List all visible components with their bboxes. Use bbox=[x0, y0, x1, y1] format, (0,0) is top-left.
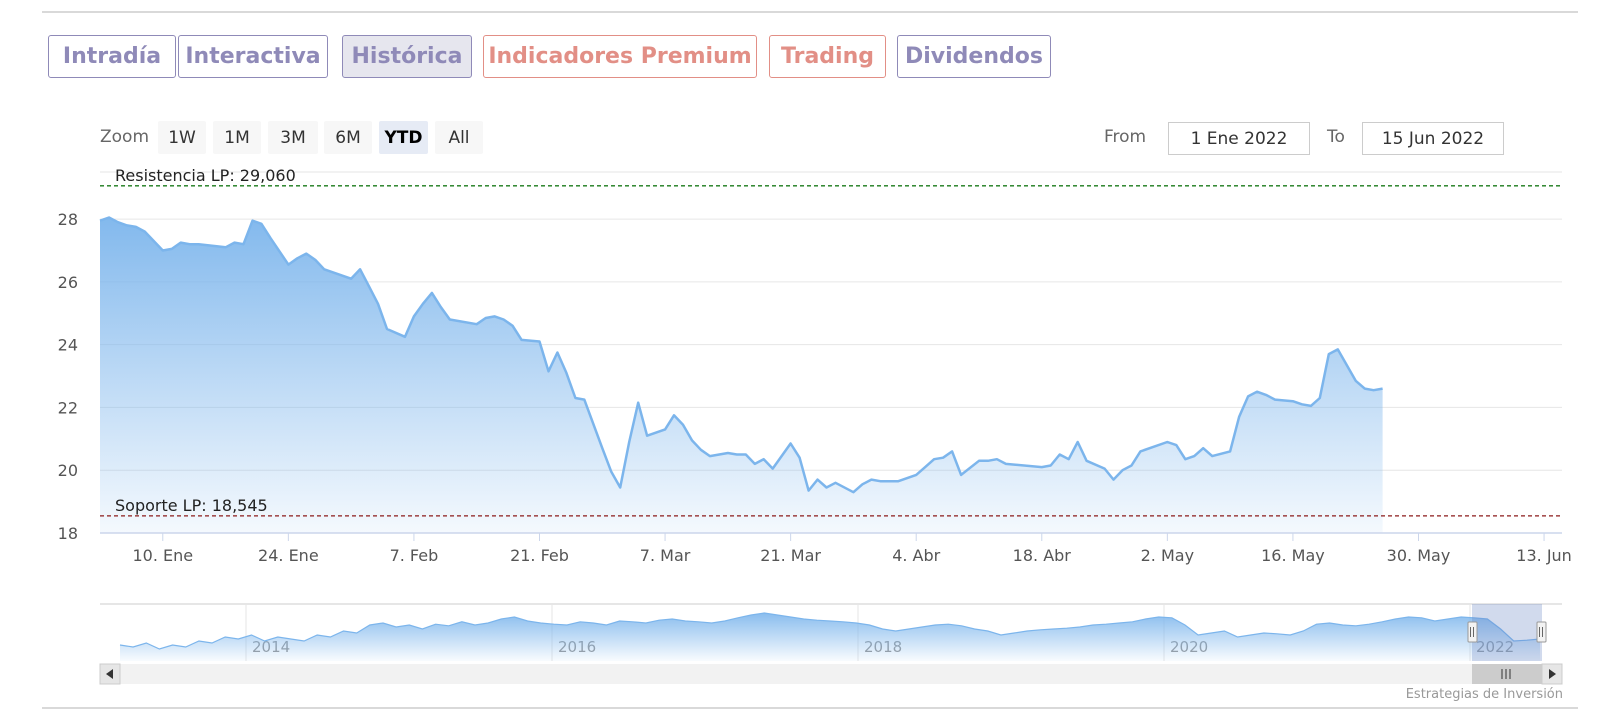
x-tick-label: 7. Feb bbox=[390, 546, 439, 565]
from-label: From bbox=[1104, 127, 1147, 147]
scrollbar-thumb[interactable] bbox=[1472, 664, 1542, 684]
x-tick-label: 30. May bbox=[1387, 546, 1451, 565]
x-tick-label: 21. Feb bbox=[510, 546, 569, 565]
x-tick-label: 10. Ene bbox=[132, 546, 193, 565]
navigator-year-label: 2014 bbox=[252, 638, 290, 656]
x-tick-label: 13. Jun bbox=[1516, 546, 1572, 565]
zoom-button-3m[interactable]: 3M bbox=[268, 121, 318, 154]
x-tick-label: 16. May bbox=[1261, 546, 1325, 565]
scroll-right-arrow-icon bbox=[1549, 669, 1556, 679]
x-tick-label: 2. May bbox=[1141, 546, 1194, 565]
y-tick-label: 26 bbox=[58, 273, 78, 292]
x-tick-label: 4. Abr bbox=[892, 546, 940, 565]
y-tick-label: 28 bbox=[58, 210, 78, 229]
zoom-button-ytd[interactable]: YTD bbox=[379, 121, 428, 154]
resistance-label: Resistencia LP: 29,060 bbox=[115, 166, 296, 185]
x-tick-label: 24. Ene bbox=[258, 546, 319, 565]
series-line bbox=[99, 216, 1383, 494]
from-date-input[interactable] bbox=[1168, 122, 1310, 155]
navigator-selection bbox=[1472, 604, 1542, 661]
tab-indicadores-premium[interactable]: Indicadores Premium bbox=[483, 35, 757, 78]
tab-intrad-a[interactable]: Intradía bbox=[48, 35, 176, 78]
scrollbar-left-button[interactable] bbox=[99, 663, 121, 685]
y-tick-label: 20 bbox=[58, 461, 78, 480]
navigator-year-label: 2016 bbox=[558, 638, 596, 656]
to-date-input[interactable] bbox=[1362, 122, 1504, 155]
tab-hist-rica[interactable]: Histórica bbox=[342, 35, 472, 78]
x-tick-label: 7. Mar bbox=[640, 546, 691, 565]
y-tick-label: 24 bbox=[58, 336, 78, 355]
scrollbar-track bbox=[100, 664, 1562, 684]
navigator-area bbox=[120, 613, 1540, 661]
series-area bbox=[100, 217, 1383, 533]
x-tick-label: 21. Mar bbox=[760, 546, 821, 565]
x-tick-label: 18. Abr bbox=[1013, 546, 1072, 565]
navigator-left-handle[interactable] bbox=[1467, 621, 1478, 643]
scrollbar-right-button[interactable] bbox=[1541, 663, 1563, 685]
navigator-year-label: 2020 bbox=[1170, 638, 1208, 656]
navigator-year-label: 2022 bbox=[1476, 638, 1514, 656]
scroll-left-arrow-icon bbox=[106, 669, 113, 679]
tab-trading[interactable]: Trading bbox=[769, 35, 886, 78]
y-tick-label: 18 bbox=[58, 524, 78, 543]
navigator-year-label: 2018 bbox=[864, 638, 902, 656]
zoom-button-all[interactable]: All bbox=[435, 121, 483, 154]
zoom-label: Zoom bbox=[100, 127, 150, 147]
support-label: Soporte LP: 18,545 bbox=[115, 496, 268, 515]
zoom-button-6m[interactable]: 6M bbox=[324, 121, 372, 154]
tab-dividendos[interactable]: Dividendos bbox=[897, 35, 1051, 78]
top-divider bbox=[42, 11, 1578, 13]
y-tick-label: 22 bbox=[58, 398, 78, 417]
navigator-right-handle[interactable] bbox=[1536, 621, 1547, 643]
bottom-divider bbox=[42, 707, 1578, 709]
to-label: To bbox=[1327, 127, 1345, 147]
zoom-button-1m[interactable]: 1M bbox=[213, 121, 261, 154]
tab-interactiva[interactable]: Interactiva bbox=[178, 35, 328, 78]
credit-label: Estrategias de Inversión bbox=[1405, 687, 1563, 702]
zoom-button-1w[interactable]: 1W bbox=[158, 121, 206, 154]
navigator-line bbox=[119, 612, 1541, 650]
